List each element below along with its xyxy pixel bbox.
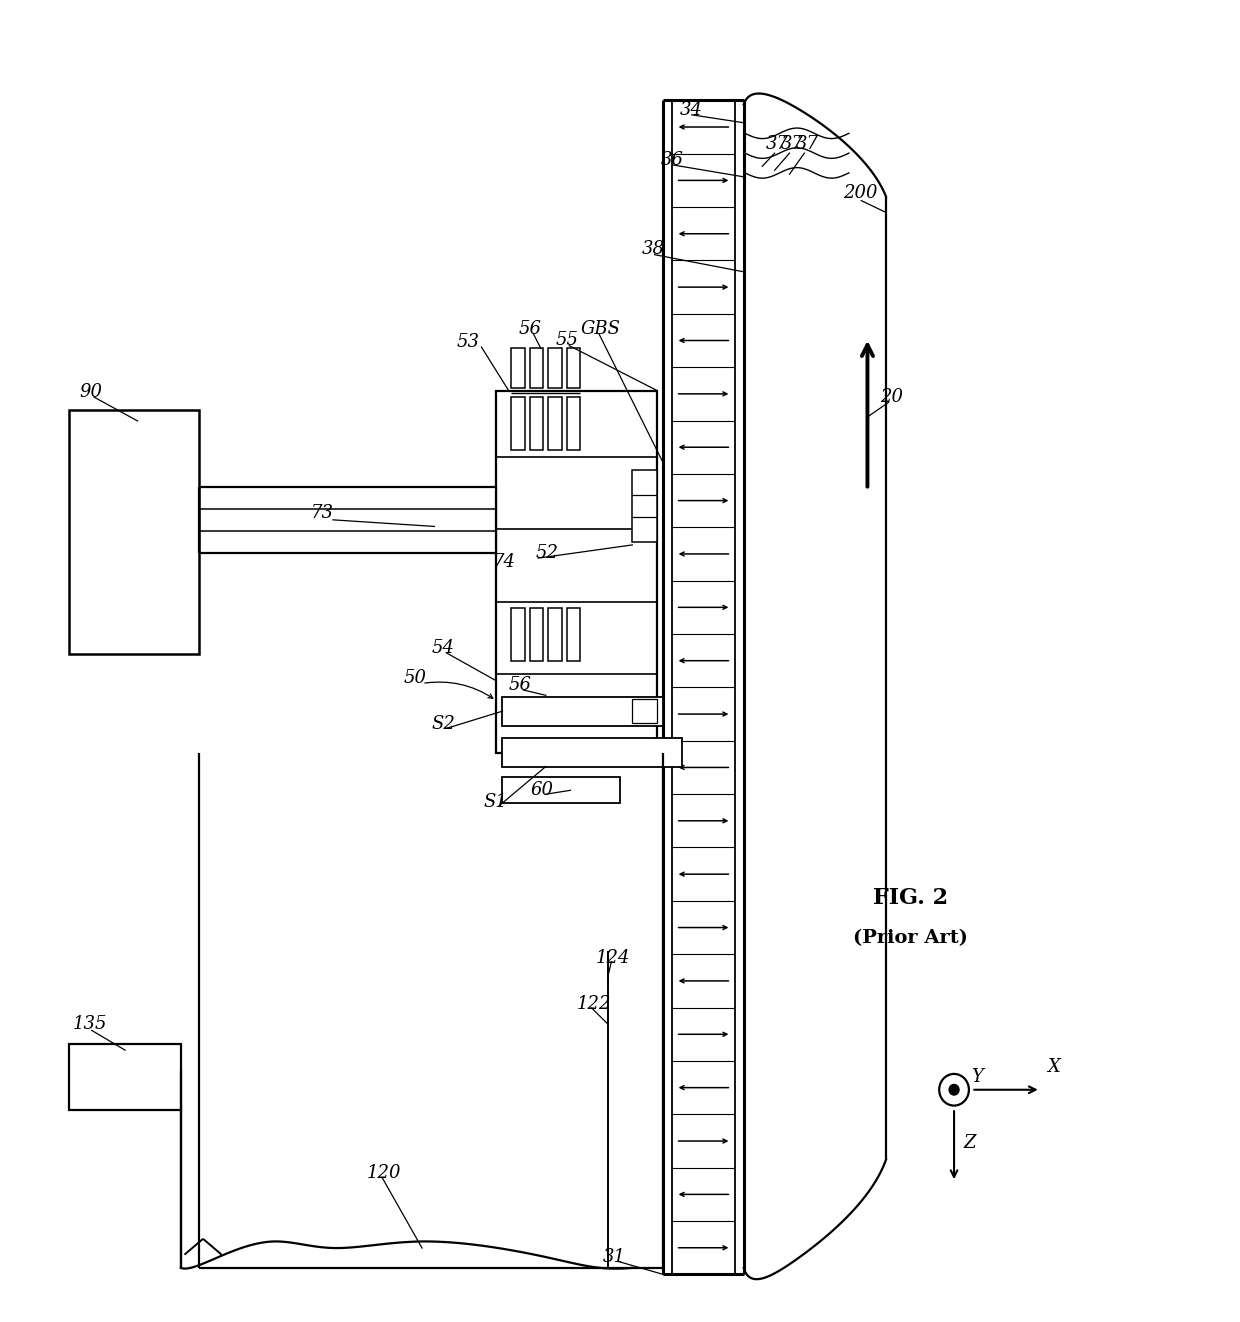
Bar	[496, 390, 657, 754]
Text: 90: 90	[79, 383, 103, 401]
Bar	[632, 469, 657, 542]
Text: 31: 31	[603, 1248, 626, 1266]
Text: 37: 37	[781, 135, 804, 153]
Text: GBS: GBS	[580, 320, 620, 337]
Text: 73: 73	[311, 504, 334, 522]
Text: 120: 120	[366, 1163, 401, 1182]
Bar	[69, 1043, 181, 1109]
Text: Y: Y	[971, 1068, 983, 1085]
Text: 20: 20	[880, 389, 903, 406]
Bar	[548, 608, 562, 661]
Bar	[567, 348, 580, 387]
Bar	[502, 777, 620, 804]
Text: 124: 124	[595, 949, 630, 966]
Bar	[529, 348, 543, 387]
Text: 53: 53	[456, 333, 480, 350]
Text: 38: 38	[642, 241, 666, 258]
Bar	[529, 397, 543, 449]
Text: X: X	[1047, 1059, 1060, 1076]
Text: 50: 50	[403, 669, 427, 687]
Text: 55: 55	[556, 332, 579, 349]
Bar	[511, 348, 525, 387]
Text: 34: 34	[680, 100, 702, 119]
Text: 200: 200	[843, 184, 877, 202]
Bar	[511, 397, 525, 449]
Text: 54: 54	[432, 639, 455, 657]
Text: 52: 52	[536, 543, 559, 562]
Bar	[69, 410, 200, 654]
Text: S1: S1	[484, 793, 508, 812]
Text: 36: 36	[661, 151, 683, 169]
Circle shape	[949, 1084, 959, 1095]
Text: FIG. 2: FIG. 2	[873, 887, 949, 910]
Text: 74: 74	[494, 553, 516, 571]
Text: (Prior Art): (Prior Art)	[853, 929, 968, 947]
Bar	[548, 348, 562, 387]
Bar	[548, 397, 562, 449]
Bar	[200, 486, 496, 553]
Text: 37: 37	[796, 135, 818, 153]
Bar	[502, 697, 663, 726]
Text: 135: 135	[73, 1015, 108, 1032]
Bar	[567, 608, 580, 661]
Bar	[567, 397, 580, 449]
Text: 122: 122	[577, 995, 611, 1013]
Bar	[632, 699, 657, 723]
Text: 60: 60	[531, 781, 554, 800]
Bar	[511, 608, 525, 661]
Text: 56: 56	[518, 320, 542, 337]
Text: 37: 37	[766, 135, 789, 153]
Text: Z: Z	[963, 1133, 976, 1151]
Text: 56: 56	[508, 676, 532, 694]
Text: S2: S2	[432, 715, 456, 734]
Bar	[502, 738, 682, 767]
Bar	[529, 608, 543, 661]
